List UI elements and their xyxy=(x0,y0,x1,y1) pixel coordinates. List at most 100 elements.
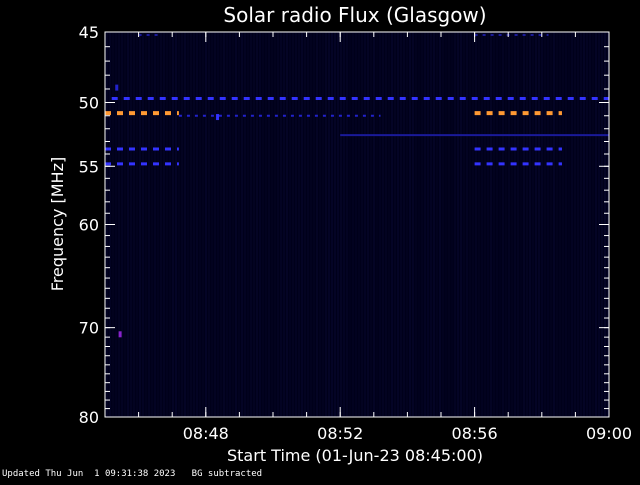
noise-stripe xyxy=(262,32,264,417)
noise-stripe xyxy=(466,32,468,417)
noise-stripe xyxy=(139,32,141,417)
noise-stripe xyxy=(370,32,372,417)
emission-spot xyxy=(115,84,119,91)
noise-stripe xyxy=(130,32,132,417)
noise-stripe xyxy=(190,32,192,417)
noise-stripe xyxy=(298,32,300,417)
noise-stripe xyxy=(175,32,177,417)
y-tick-label: 50 xyxy=(79,94,99,113)
background-noise xyxy=(106,32,609,417)
noise-stripe xyxy=(394,32,396,417)
noise-stripe xyxy=(247,32,249,417)
noise-stripe xyxy=(319,32,321,417)
noise-stripe xyxy=(133,32,135,417)
noise-stripe xyxy=(127,32,129,417)
noise-stripe xyxy=(481,32,483,417)
noise-stripe xyxy=(304,32,306,417)
noise-stripe xyxy=(217,32,219,417)
noise-stripe xyxy=(433,32,435,417)
noise-stripe xyxy=(391,32,393,417)
noise-stripe xyxy=(184,32,186,417)
noise-stripe xyxy=(121,32,123,417)
x-axis-label: Start Time (01-Jun-23 08:45:00) xyxy=(227,446,483,465)
noise-stripe xyxy=(283,32,285,417)
noise-stripe xyxy=(202,32,204,417)
noise-stripe xyxy=(316,32,318,417)
noise-stripe xyxy=(349,32,351,417)
noise-stripe xyxy=(550,32,552,417)
noise-stripe xyxy=(211,32,213,417)
noise-stripe xyxy=(487,32,489,417)
noise-stripe xyxy=(469,32,471,417)
noise-stripe xyxy=(277,32,279,417)
noise-stripe xyxy=(511,32,513,417)
noise-stripe xyxy=(286,32,288,417)
noise-stripe xyxy=(118,32,120,417)
noise-stripe xyxy=(556,32,558,417)
noise-stripe xyxy=(181,32,183,417)
emission-spot xyxy=(118,331,122,338)
noise-stripe xyxy=(478,32,480,417)
noise-stripe xyxy=(538,32,540,417)
x-tick-label: 08:56 xyxy=(452,424,498,443)
noise-stripe xyxy=(445,32,447,417)
noise-stripe xyxy=(544,32,546,417)
noise-stripe xyxy=(553,32,555,417)
noise-stripe xyxy=(340,32,342,417)
noise-stripe xyxy=(268,32,270,417)
noise-stripe xyxy=(454,32,456,417)
noise-stripe xyxy=(547,32,549,417)
noise-stripe xyxy=(442,32,444,417)
noise-stripe xyxy=(427,32,429,417)
noise-stripe xyxy=(514,32,516,417)
plot-area xyxy=(105,32,609,417)
y-axis-label: Frequency [MHz] xyxy=(48,157,67,291)
noise-stripe xyxy=(484,32,486,417)
noise-stripe xyxy=(430,32,432,417)
noise-stripe xyxy=(586,32,588,417)
noise-stripe xyxy=(265,32,267,417)
noise-stripe xyxy=(562,32,564,417)
noise-stripe xyxy=(343,32,345,417)
noise-stripe xyxy=(472,32,474,417)
noise-stripe xyxy=(136,32,138,417)
noise-stripe xyxy=(490,32,492,417)
noise-stripe xyxy=(187,32,189,417)
noise-stripe xyxy=(172,32,174,417)
noise-stripe xyxy=(580,32,582,417)
noise-stripe xyxy=(475,32,477,417)
noise-stripe xyxy=(355,32,357,417)
noise-stripe xyxy=(229,32,231,417)
noise-stripe xyxy=(142,32,144,417)
noise-stripe xyxy=(388,32,390,417)
noise-stripe xyxy=(310,32,312,417)
noise-stripe xyxy=(409,32,411,417)
noise-stripe xyxy=(589,32,591,417)
noise-stripe xyxy=(169,32,171,417)
noise-stripe xyxy=(460,32,462,417)
noise-stripe xyxy=(322,32,324,417)
noise-stripe xyxy=(529,32,531,417)
noise-stripe xyxy=(502,32,504,417)
noise-stripe xyxy=(457,32,459,417)
noise-stripe xyxy=(307,32,309,417)
noise-stripe xyxy=(373,32,375,417)
noise-stripe xyxy=(520,32,522,417)
noise-stripe xyxy=(178,32,180,417)
noise-stripe xyxy=(421,32,423,417)
noise-stripe xyxy=(400,32,402,417)
noise-stripe xyxy=(226,32,228,417)
noise-stripe xyxy=(259,32,261,417)
noise-stripe xyxy=(451,32,453,417)
emission-bands xyxy=(105,33,609,166)
noise-stripe xyxy=(166,32,168,417)
noise-stripe xyxy=(565,32,567,417)
noise-stripe xyxy=(124,32,126,417)
noise-stripe xyxy=(583,32,585,417)
noise-stripe xyxy=(505,32,507,417)
noise-stripe xyxy=(448,32,450,417)
noise-stripe xyxy=(208,32,210,417)
noise-stripe xyxy=(493,32,495,417)
